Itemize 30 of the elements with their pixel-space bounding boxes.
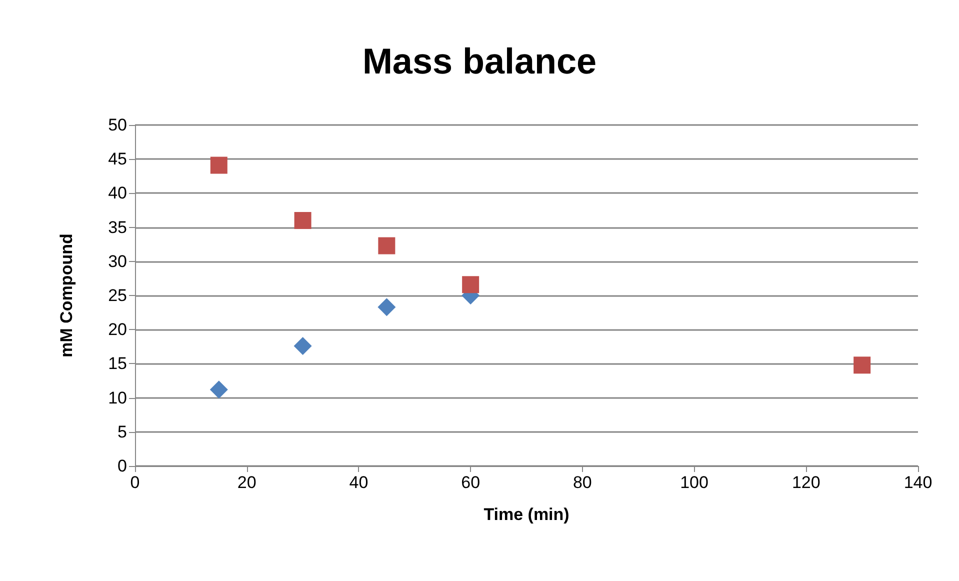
point <box>462 276 480 294</box>
x-tick-label: 60 <box>461 473 480 492</box>
y-tick-label: 25 <box>108 286 127 305</box>
y-tick-label: 40 <box>108 184 127 203</box>
point <box>378 237 396 254</box>
point <box>294 212 312 229</box>
x-tick-label: 0 <box>130 473 140 492</box>
y-tick-label: 15 <box>108 354 127 374</box>
y-tick-label: 5 <box>118 422 127 442</box>
point <box>210 156 228 174</box>
x-tick-label: 80 <box>572 473 592 492</box>
y-tick-label: 45 <box>108 150 127 169</box>
y-axis-title: mM Compound <box>57 234 76 358</box>
x-tick-label: 100 <box>680 473 708 492</box>
chart-title: Mass balance <box>362 40 597 82</box>
y-tick-label: 10 <box>108 388 127 408</box>
point <box>854 356 871 374</box>
y-tick-label: 30 <box>108 252 127 271</box>
y-tick-label: 20 <box>108 320 127 340</box>
point <box>378 298 396 316</box>
x-tick-label: 140 <box>904 473 932 492</box>
x-axis-title: Time (min) <box>484 505 570 524</box>
point <box>210 380 228 399</box>
y-tick-label: 50 <box>108 116 127 134</box>
x-tick-label: 40 <box>349 473 368 492</box>
x-tick-label: 120 <box>792 473 820 492</box>
y-tick-label: 0 <box>118 456 127 476</box>
y-tick-label: 35 <box>108 218 127 237</box>
x-tick-label: 20 <box>237 473 256 492</box>
point <box>294 336 312 355</box>
